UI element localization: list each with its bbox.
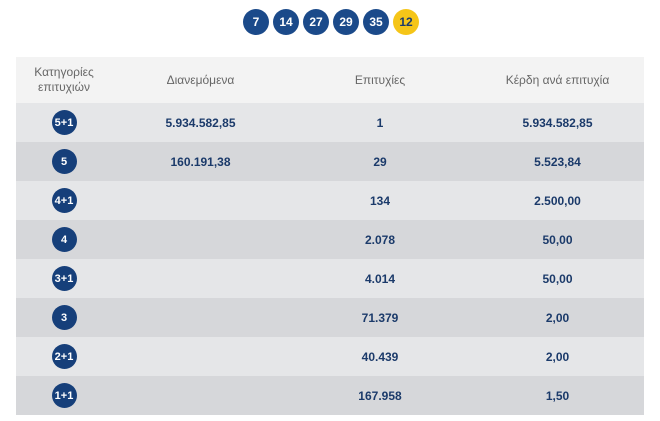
winners-cell: 4.014 — [289, 259, 471, 298]
prize-cell: 1,50 — [471, 376, 644, 415]
category-cell: 3 — [16, 298, 112, 337]
header-winners: Επιτυχίες — [289, 57, 471, 103]
table-row: 3+1 4.014 50,00 — [16, 259, 644, 298]
number-ball: 7 — [243, 9, 269, 35]
category-badge: 4 — [51, 227, 77, 252]
winners-cell: 29 — [289, 142, 471, 181]
header-distributed: Διανεμόμενα — [112, 57, 289, 103]
category-badge: 4+1 — [51, 188, 77, 213]
number-ball: 35 — [363, 9, 389, 35]
category-cell: 4+1 — [16, 181, 112, 220]
number-ball: 27 — [303, 9, 329, 35]
prize-cell: 2,00 — [471, 298, 644, 337]
category-cell: 3+1 — [16, 259, 112, 298]
prize-cell: 50,00 — [471, 220, 644, 259]
winners-cell: 71.379 — [289, 298, 471, 337]
prize-cell: 5.523,84 — [471, 142, 644, 181]
winners-cell: 40.439 — [289, 337, 471, 376]
category-badge: 5 — [51, 149, 77, 174]
distributed-cell: 5.934.582,85 — [112, 103, 289, 142]
category-cell: 4 — [16, 220, 112, 259]
category-badge: 5+1 — [51, 110, 77, 135]
distributed-cell — [112, 298, 289, 337]
distributed-cell: 160.191,38 — [112, 142, 289, 181]
table-row: 1+1 167.958 1,50 — [16, 376, 644, 415]
prize-cell: 5.934.582,85 — [471, 103, 644, 142]
winners-cell: 2.078 — [289, 220, 471, 259]
table-row: 4+1 134 2.500,00 — [16, 181, 644, 220]
distributed-cell — [112, 259, 289, 298]
distributed-cell — [112, 337, 289, 376]
category-badge: 3 — [51, 305, 77, 330]
table-row: 4 2.078 50,00 — [16, 220, 644, 259]
header-prize: Κέρδη ανά επιτυχία — [471, 57, 644, 103]
category-cell: 1+1 — [16, 376, 112, 415]
table-row: 5+1 5.934.582,85 1 5.934.582,85 — [16, 103, 644, 142]
prize-cell: 50,00 — [471, 259, 644, 298]
category-cell: 5 — [16, 142, 112, 181]
number-ball: 14 — [273, 9, 299, 35]
prize-cell: 2,00 — [471, 337, 644, 376]
table-row: 2+1 40.439 2,00 — [16, 337, 644, 376]
header-category: Κατηγορίες επιτυχιών — [16, 57, 112, 103]
distributed-cell — [112, 220, 289, 259]
table-row: 3 71.379 2,00 — [16, 298, 644, 337]
winners-cell: 1 — [289, 103, 471, 142]
category-cell: 5+1 — [16, 103, 112, 142]
category-cell: 2+1 — [16, 337, 112, 376]
winners-cell: 134 — [289, 181, 471, 220]
prize-table: Κατηγορίες επιτυχιών Διανεμόμενα Επιτυχί… — [16, 57, 644, 415]
category-badge: 1+1 — [51, 383, 77, 408]
drawn-numbers: 7 14 27 29 35 12 — [243, 9, 419, 35]
number-ball: 29 — [333, 9, 359, 35]
distributed-cell — [112, 181, 289, 220]
bonus-ball: 12 — [393, 9, 419, 35]
table-row: 5 160.191,38 29 5.523,84 — [16, 142, 644, 181]
prize-cell: 2.500,00 — [471, 181, 644, 220]
distributed-cell — [112, 376, 289, 415]
category-badge: 2+1 — [51, 344, 77, 369]
category-badge: 3+1 — [51, 266, 77, 291]
winners-cell: 167.958 — [289, 376, 471, 415]
